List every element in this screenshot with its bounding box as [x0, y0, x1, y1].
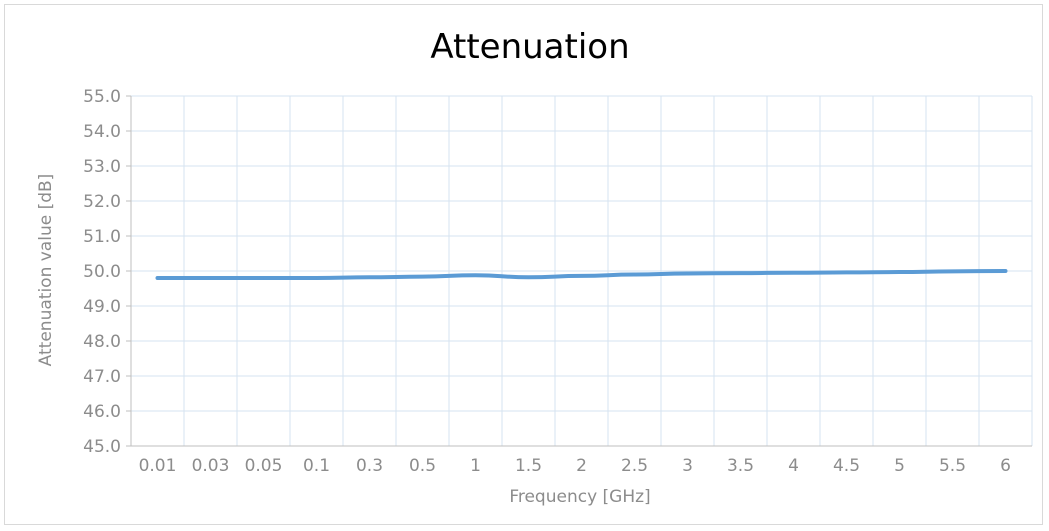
x-tick-labels: 0.01 0.03 0.05 0.1 0.3 0.5 1 1.5 2 2.5 3 3.5 4 4.5 5 5.…: [139, 456, 1011, 476]
x-tick-label: 0.1: [303, 456, 330, 476]
y-tick-label: 49.0: [83, 297, 121, 317]
x-tick-label: 4.5: [833, 456, 860, 476]
x-tick-label: 1: [470, 456, 481, 476]
x-tick-label: 2.5: [621, 456, 648, 476]
y-tick-label: 50.0: [83, 262, 121, 282]
x-tick-label: 0.03: [192, 456, 230, 476]
x-tick-label: 6: [1000, 456, 1011, 476]
chart-title: Attenuation: [430, 27, 629, 67]
y-tick-label: 52.0: [83, 192, 121, 212]
grid: [131, 95, 1033, 446]
series-group: [155, 269, 1008, 280]
series-line: [155, 269, 1008, 280]
y-tick-label: 53.0: [83, 157, 121, 177]
x-tick-label: 5.5: [939, 456, 966, 476]
y-tick-label: 54.0: [83, 122, 121, 142]
y-tick-labels: 45.0 46.0 47.0 48.0 49.0 50.0 51.0 52.0 53.0 54.0…: [83, 87, 121, 457]
x-tick-label: 0.05: [245, 456, 283, 476]
chart-frame: [4, 4, 1043, 525]
x-tick-label: 3.5: [727, 456, 754, 476]
y-tick-label: 46.0: [83, 402, 121, 422]
x-axis-label: Frequency [GHz]: [509, 487, 650, 507]
x-tick-label: 0.5: [409, 456, 436, 476]
y-tick-label: 45.0: [83, 437, 121, 457]
axes: [126, 95, 1032, 447]
x-tick-label: 4: [788, 456, 799, 476]
y-tick-label: 47.0: [83, 367, 121, 387]
y-tick-label: 55.0: [83, 87, 121, 107]
x-tick-label: 0.01: [139, 456, 177, 476]
x-tick-label: 3: [682, 456, 693, 476]
x-tick-label: 0.3: [356, 456, 383, 476]
y-tick-label: 48.0: [83, 332, 121, 352]
y-tick-label: 51.0: [83, 227, 121, 247]
x-tick-label: 2: [576, 456, 587, 476]
x-tick-label: 5: [894, 456, 905, 476]
x-tick-label: 1.5: [515, 456, 542, 476]
y-axis-label: Attenuation value [dB]: [36, 174, 56, 367]
